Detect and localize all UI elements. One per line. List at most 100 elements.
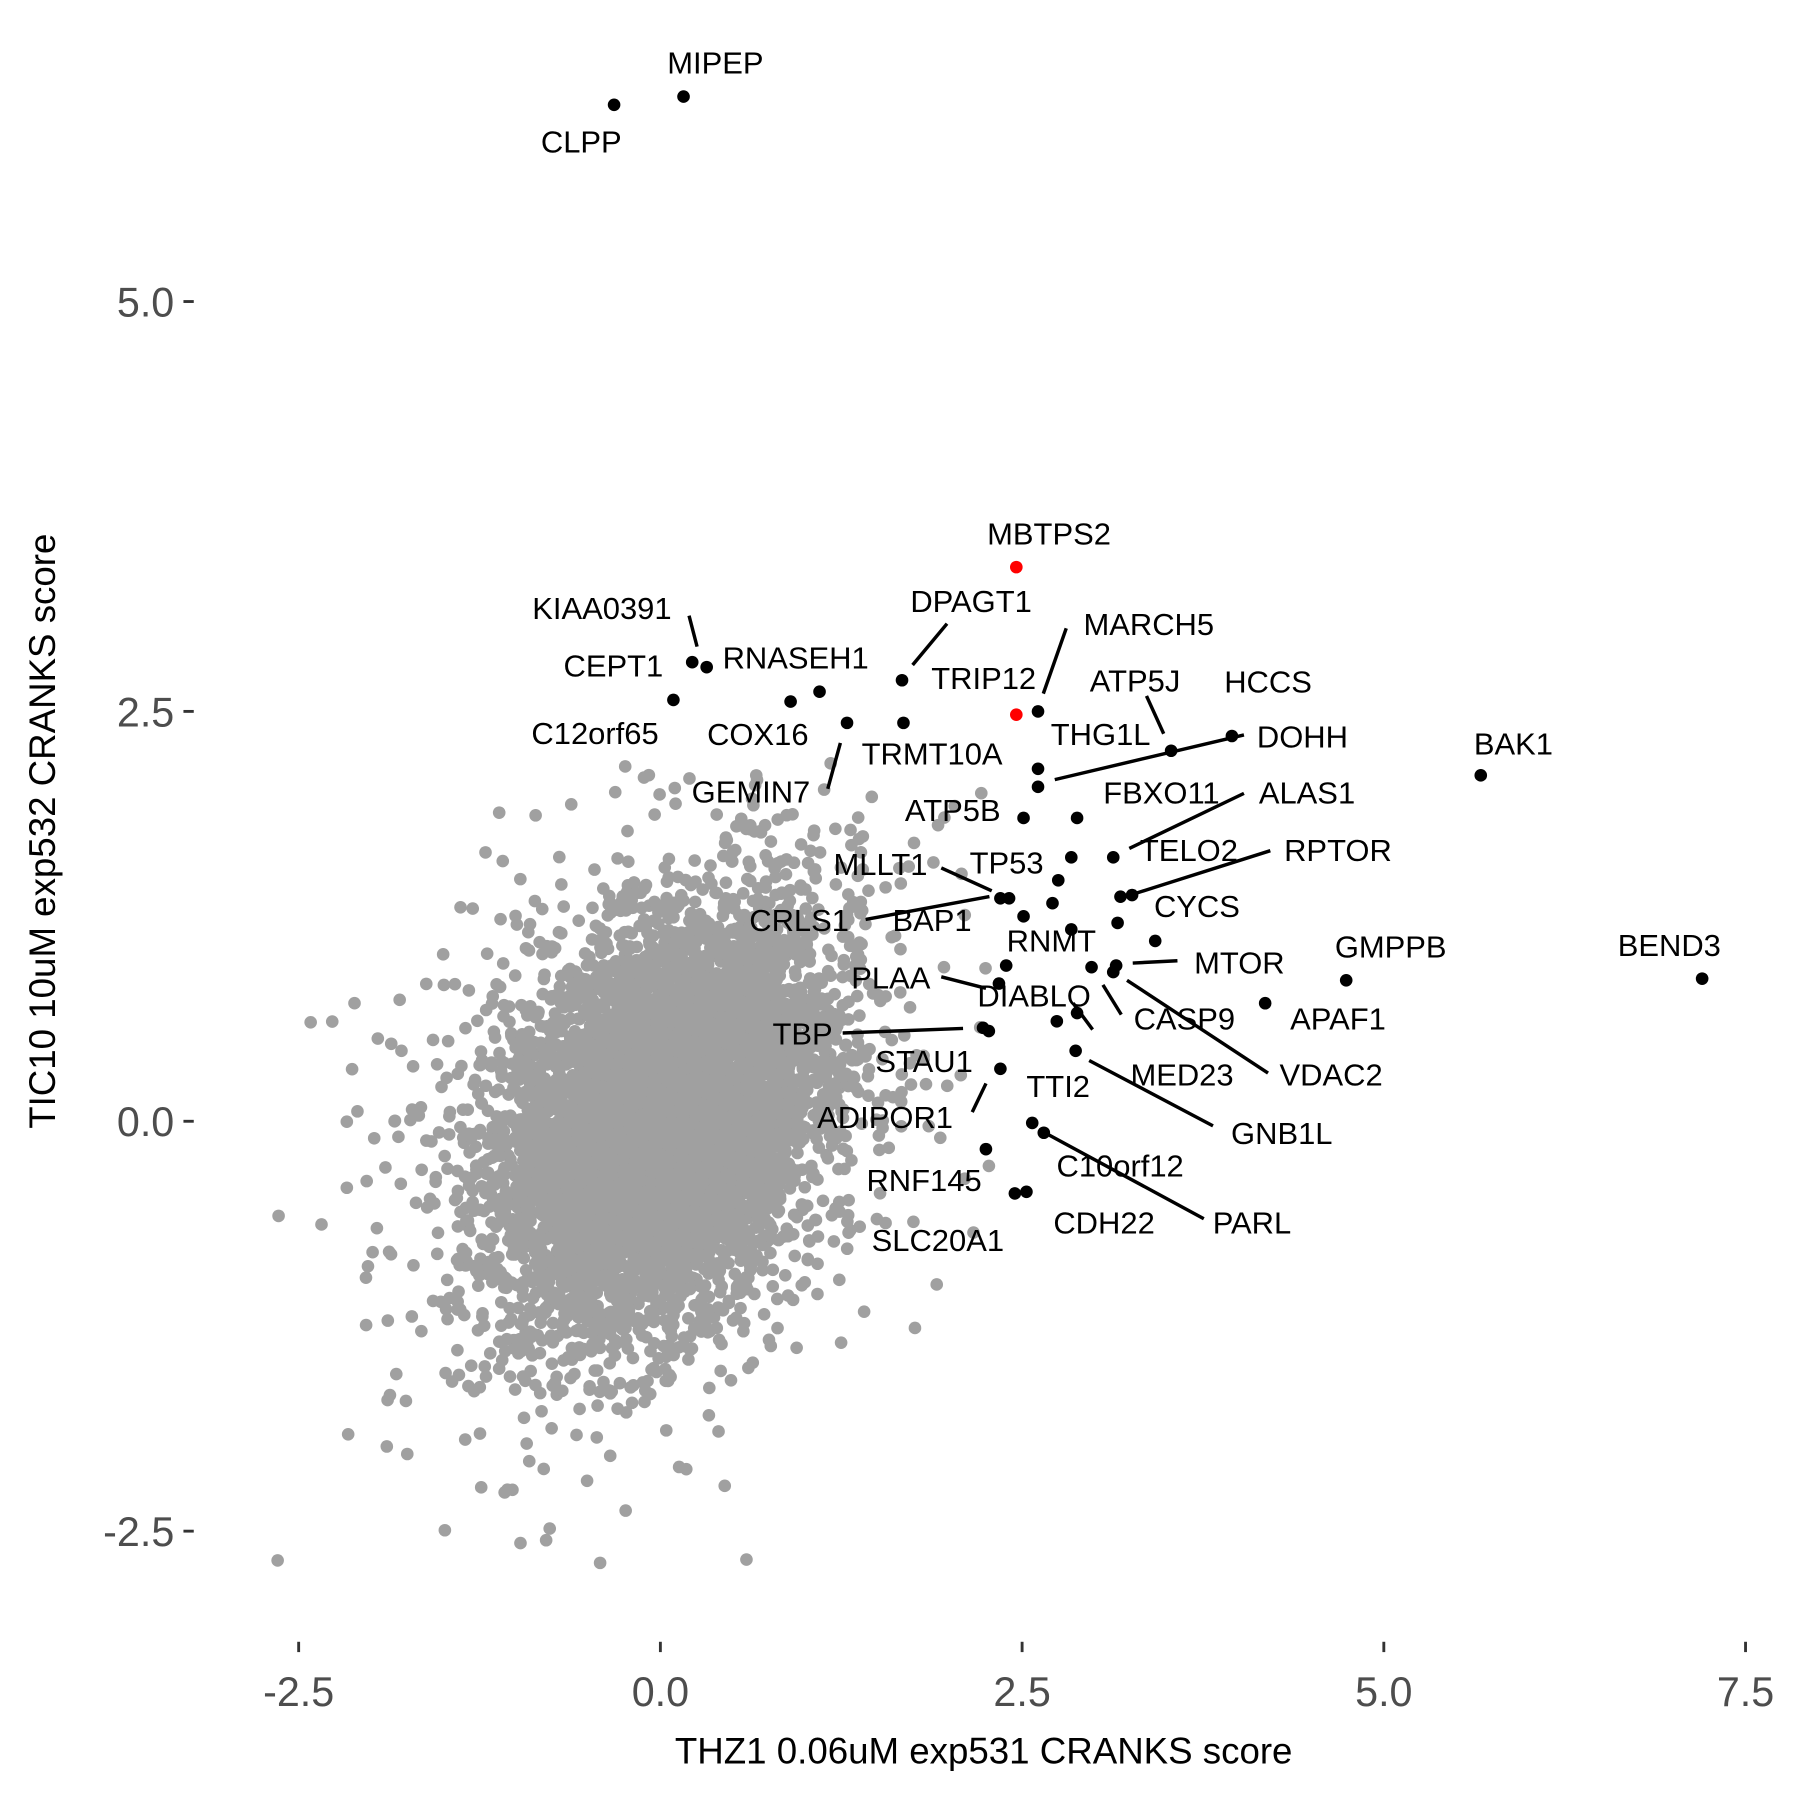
background-point: [441, 1162, 454, 1175]
background-point: [948, 799, 962, 813]
background-point: [859, 917, 872, 931]
background-point: [594, 979, 607, 993]
background-point: [272, 1209, 285, 1223]
background-point: [477, 1319, 491, 1332]
background-point: [709, 886, 722, 900]
background-point: [757, 1308, 771, 1321]
background-point: [982, 1159, 996, 1173]
background-point: [734, 812, 748, 826]
background-point: [635, 1329, 649, 1342]
background-point: [451, 1164, 464, 1178]
background-point: [399, 1394, 413, 1408]
background-point: [688, 895, 702, 909]
background-point: [518, 1374, 532, 1388]
background-point: [475, 1233, 488, 1246]
background-point: [788, 1249, 802, 1263]
background-point: [381, 1314, 395, 1327]
background-point: [535, 1334, 549, 1347]
background-point: [799, 902, 813, 915]
background-point: [894, 942, 907, 956]
background-point: [728, 843, 742, 857]
background-point: [476, 1307, 489, 1320]
background-point: [671, 870, 685, 884]
background-point: [798, 1121, 812, 1134]
background-point: [862, 884, 875, 897]
background-point: [958, 908, 972, 922]
background-point: [627, 1378, 640, 1392]
background-point: [557, 900, 570, 913]
background-point: [626, 1351, 640, 1365]
background-point: [415, 1324, 428, 1338]
background-point: [348, 996, 361, 1010]
background-point: [836, 1111, 850, 1125]
background-point: [552, 850, 566, 864]
background-point: [845, 838, 858, 852]
background-point: [407, 1258, 420, 1272]
background-point: [513, 1120, 526, 1134]
background-point: [528, 894, 542, 908]
background-point: [933, 1131, 947, 1145]
background-point: [893, 861, 906, 875]
background-point: [436, 948, 450, 961]
background-point: [517, 1411, 531, 1425]
background-point: [844, 823, 857, 837]
background-point: [844, 1051, 857, 1064]
background-point: [625, 1396, 639, 1410]
background-point: [462, 984, 476, 997]
background-point: [450, 1191, 464, 1205]
background-point: [619, 1504, 632, 1517]
background-point: [840, 908, 854, 922]
background-point: [435, 1080, 448, 1094]
background-point: [459, 1021, 472, 1035]
background-point: [842, 995, 855, 1009]
background-point: [580, 1474, 594, 1488]
background-point: [600, 937, 613, 951]
background-point: [585, 933, 599, 946]
background-point: [451, 1220, 465, 1233]
background-point: [688, 854, 701, 867]
background-point: [439, 1366, 452, 1380]
background-point: [704, 859, 717, 872]
background-point: [824, 969, 837, 983]
background-point: [806, 891, 819, 905]
background-point: [817, 922, 831, 935]
background-point: [766, 1280, 780, 1293]
background-point: [494, 1319, 508, 1332]
background-point: [627, 876, 641, 889]
background-point: [522, 944, 536, 957]
background-point: [471, 1014, 484, 1028]
background-point: [714, 1364, 727, 1378]
background-point: [851, 1028, 864, 1041]
background-point: [361, 1259, 375, 1273]
background-point: [665, 1312, 679, 1325]
background-point: [593, 922, 607, 935]
background-point: [545, 1421, 558, 1435]
background-point: [904, 1078, 918, 1091]
background-point: [682, 1311, 695, 1325]
background-point: [853, 962, 867, 976]
background-point: [345, 1062, 359, 1076]
background-point: [405, 1310, 419, 1323]
background-point: [954, 1068, 968, 1082]
background-point: [790, 1341, 803, 1355]
background-point: [519, 1263, 533, 1277]
background-point: [922, 1119, 936, 1133]
background-point: [811, 1257, 824, 1271]
background-point: [572, 1341, 586, 1354]
background-point: [643, 1387, 657, 1401]
background-point: [409, 1196, 423, 1210]
background-point: [451, 1252, 465, 1266]
background-point: [451, 1067, 465, 1081]
background-point: [497, 1124, 511, 1138]
background-point: [537, 1462, 551, 1476]
background-point: [894, 877, 908, 890]
background-point: [572, 1323, 586, 1336]
background-point: [456, 1103, 470, 1116]
background-point: [366, 1245, 379, 1259]
background-point: [458, 1433, 472, 1446]
background-point: [486, 990, 500, 1003]
background-point: [494, 912, 507, 926]
background-point: [429, 1175, 442, 1189]
background-point: [845, 1154, 858, 1167]
